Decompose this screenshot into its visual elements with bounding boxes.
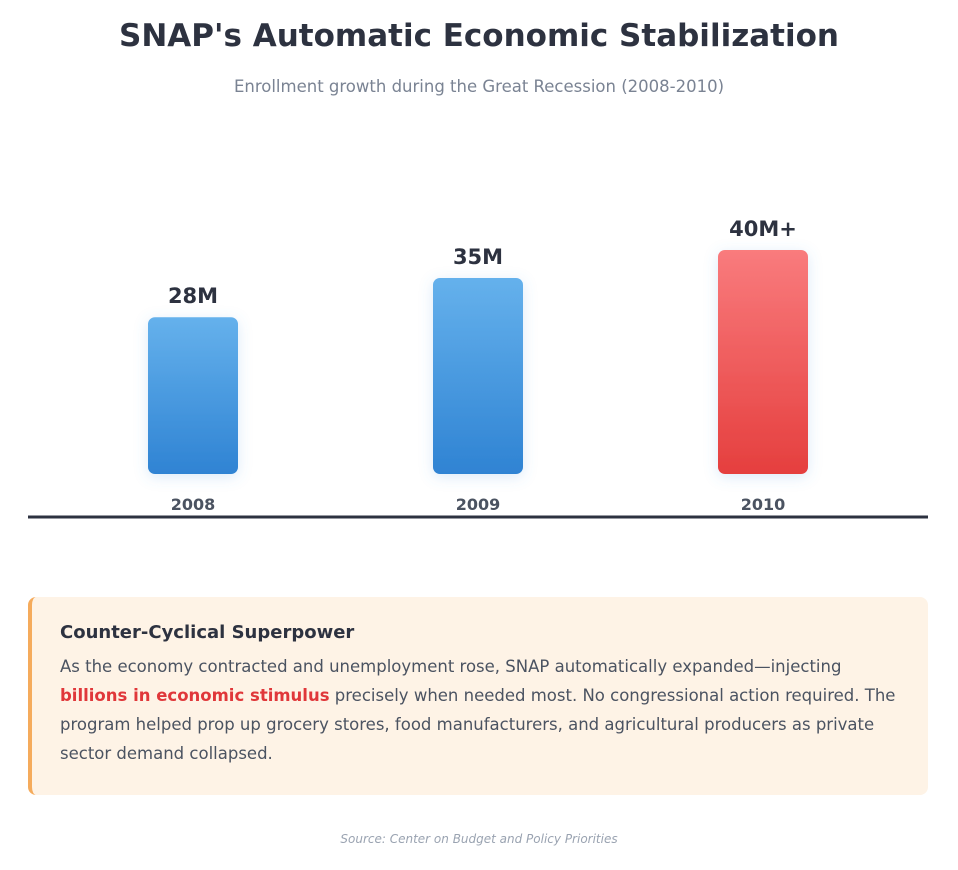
bar-value-label-2010: 40M+: [729, 217, 797, 241]
bar-value-label-2008: 28M: [168, 284, 218, 308]
chart-title: SNAP's Automatic Economic Stabilization: [119, 18, 839, 54]
callout-highlight: billions in economic stimulus: [60, 686, 330, 705]
callout-body: As the economy contracted and unemployme…: [60, 652, 900, 768]
x-tick-label-2008: 2008: [171, 495, 216, 514]
x-tick-label-2009: 2009: [456, 495, 501, 514]
enrollment-bar-chart: 28M 2008 35M 2009 40M+ 2010: [28, 217, 928, 519]
callout-body-end: precisely when needed most. No congressi…: [60, 686, 896, 763]
callout-body-start: As the economy contracted and unemployme…: [60, 657, 842, 676]
callout-title: Counter-Cyclical Superpower: [60, 622, 355, 643]
chart-subtitle: Enrollment growth during the Great Reces…: [233, 77, 725, 96]
bar-value-label-2009: 35M: [453, 245, 503, 269]
callout-box: Counter-Cyclical Superpower As the econo…: [28, 597, 928, 795]
bar-2009: [433, 278, 523, 474]
bar-2008: [148, 317, 238, 474]
x-tick-label-2010: 2010: [741, 495, 786, 514]
source-note: Source: Center on Budget and Policy Prio…: [340, 832, 618, 846]
bar-2010: [718, 250, 808, 474]
